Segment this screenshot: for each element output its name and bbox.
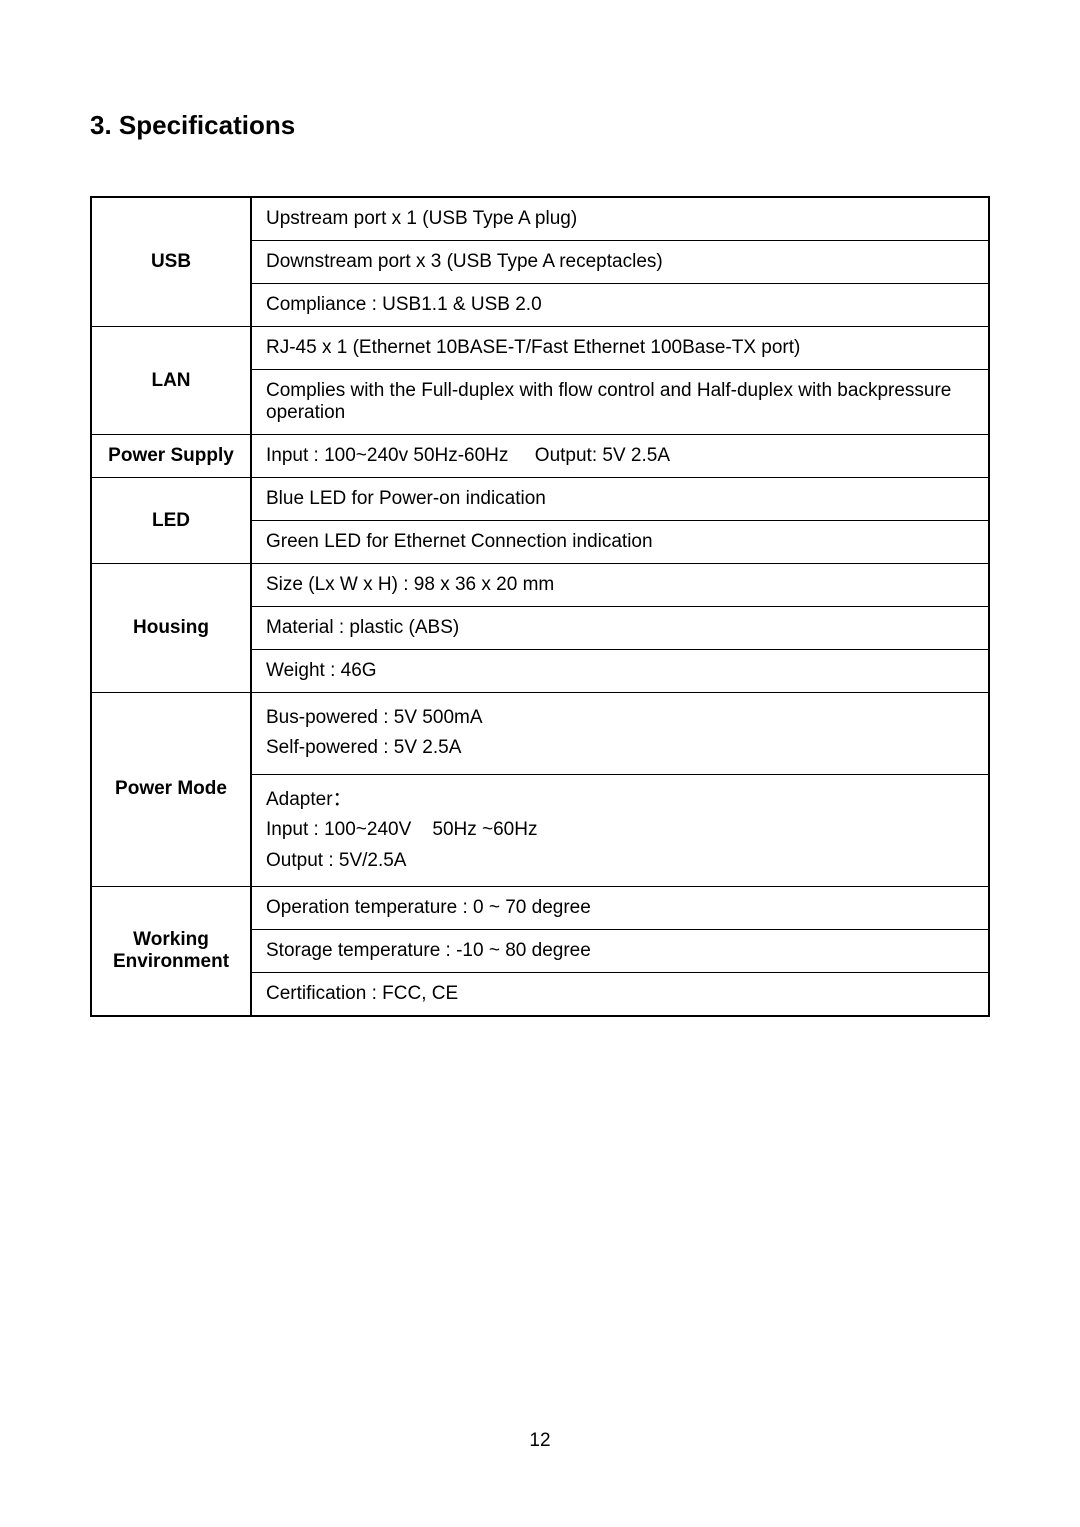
spec-value: Size (Lx W x H) : 98 x 36 x 20 mm xyxy=(251,564,989,607)
table-row: WorkingEnvironmentOperation temperature … xyxy=(91,886,989,929)
table-row: Power SupplyInput : 100~240v 50Hz-60Hz O… xyxy=(91,435,989,478)
spec-value: Compliance : USB1.1 & USB 2.0 xyxy=(251,284,989,327)
spec-value: Downstream port x 3 (USB Type A receptac… xyxy=(251,241,989,284)
spec-value: Weight : 46G xyxy=(251,650,989,693)
spec-value: Upstream port x 1 (USB Type A plug) xyxy=(251,197,989,241)
spec-label: WorkingEnvironment xyxy=(91,886,251,1016)
section-title: 3. Specifications xyxy=(90,110,990,141)
spec-value: Operation temperature : 0 ~ 70 degree xyxy=(251,886,989,929)
spec-label: USB xyxy=(91,197,251,327)
spec-label: Housing xyxy=(91,564,251,693)
table-row: HousingSize (Lx W x H) : 98 x 36 x 20 mm xyxy=(91,564,989,607)
spec-value: RJ-45 x 1 (Ethernet 10BASE-T/Fast Ethern… xyxy=(251,327,989,370)
specs-tbody: USBUpstream port x 1 (USB Type A plug)Do… xyxy=(91,197,989,1016)
spec-value: Certification : FCC, CE xyxy=(251,972,989,1016)
spec-label: LAN xyxy=(91,327,251,435)
spec-label: Power Supply xyxy=(91,435,251,478)
spec-value: Bus-powered : 5V 500mASelf-powered : 5V … xyxy=(251,693,989,775)
page-number: 12 xyxy=(0,1430,1080,1452)
specifications-table: USBUpstream port x 1 (USB Type A plug)Do… xyxy=(90,196,990,1017)
spec-value: Adapter：Input : 100~240V 50Hz ~60HzOutpu… xyxy=(251,774,989,886)
spec-value: Complies with the Full-duplex with flow … xyxy=(251,370,989,435)
spec-value: Blue LED for Power-on indication xyxy=(251,478,989,521)
spec-value: Material : plastic (ABS) xyxy=(251,607,989,650)
table-row: Power ModeBus-powered : 5V 500mASelf-pow… xyxy=(91,693,989,775)
spec-label: LED xyxy=(91,478,251,564)
spec-value: Green LED for Ethernet Connection indica… xyxy=(251,521,989,564)
table-row: LANRJ-45 x 1 (Ethernet 10BASE-T/Fast Eth… xyxy=(91,327,989,370)
spec-value: Input : 100~240v 50Hz-60Hz Output: 5V 2.… xyxy=(251,435,989,478)
spec-value: Storage temperature : -10 ~ 80 degree xyxy=(251,929,989,972)
table-row: LEDBlue LED for Power-on indication xyxy=(91,478,989,521)
spec-label: Power Mode xyxy=(91,693,251,887)
table-row: USBUpstream port x 1 (USB Type A plug) xyxy=(91,197,989,241)
